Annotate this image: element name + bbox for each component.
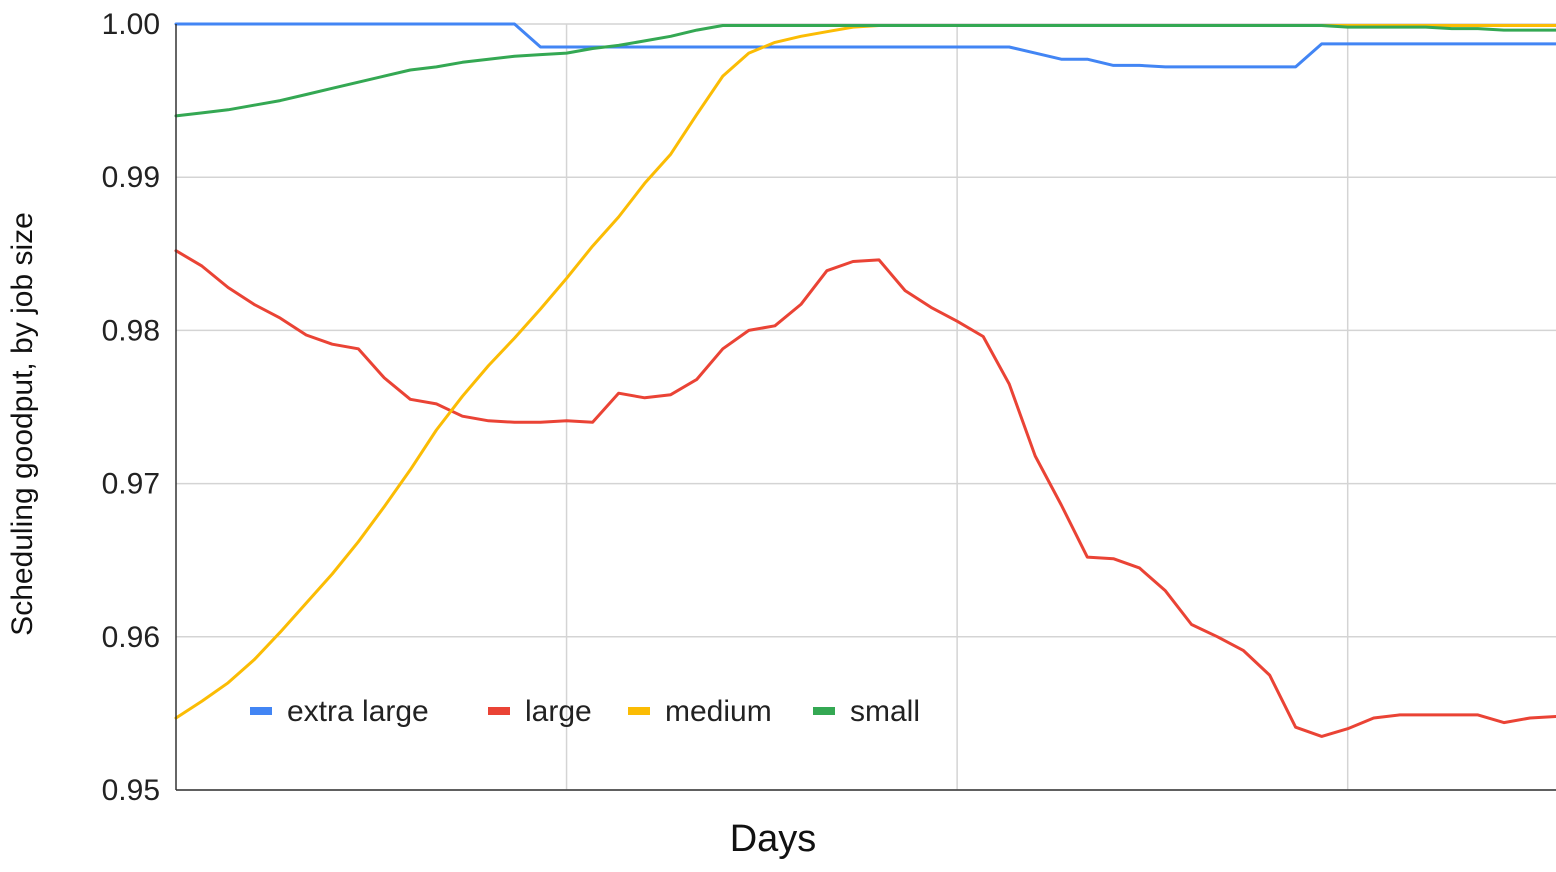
legend-swatch-medium (628, 707, 650, 715)
x-axis-label: Days (730, 818, 817, 860)
y-tick-label: 0.96 (102, 621, 160, 654)
y-tick-labels: 0.95 0.96 0.97 0.98 0.99 1.00 (102, 8, 160, 807)
legend-swatch-large (488, 707, 510, 715)
legend-swatch-extra-large (250, 707, 272, 715)
legend-label-medium: medium (665, 695, 772, 728)
legend-swatch-small (813, 707, 835, 715)
legend: extra large large medium small (250, 695, 920, 728)
legend-label-small: small (850, 695, 920, 728)
y-tick-label: 1.00 (102, 8, 160, 41)
y-tick-label: 0.95 (102, 774, 160, 807)
y-tick-label: 0.97 (102, 468, 160, 501)
axes (175, 24, 1556, 791)
y-tick-label: 0.98 (102, 314, 160, 347)
y-tick-label: 0.99 (102, 161, 160, 194)
legend-label-extra-large: extra large (287, 695, 429, 728)
series-line-extra-large (174, 22, 1556, 69)
series-line-large (174, 249, 1556, 738)
series-lines (174, 22, 1556, 738)
series-line-small (174, 24, 1556, 118)
gridlines (176, 23, 1556, 791)
legend-label-large: large (525, 695, 592, 728)
y-axis-label: Scheduling goodput, by job size (6, 212, 39, 636)
series-line-medium (174, 24, 1556, 720)
